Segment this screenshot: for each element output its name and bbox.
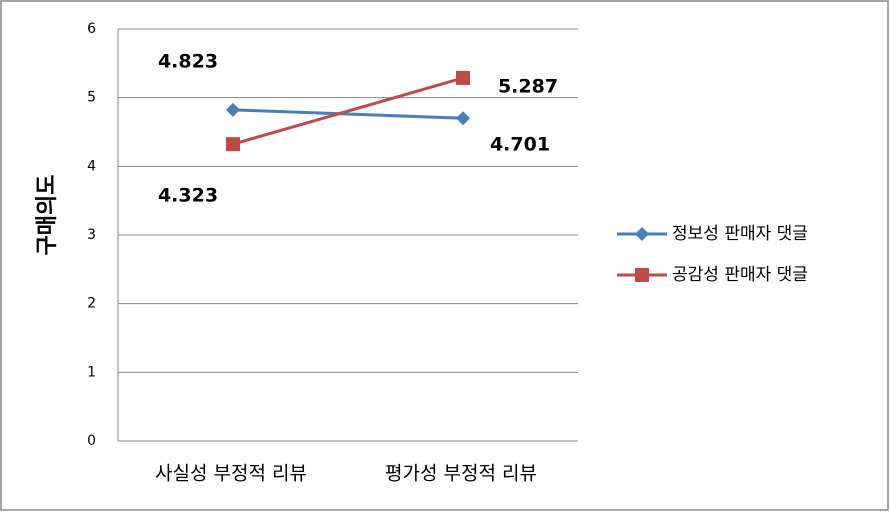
data-label: 4.701 (490, 134, 550, 156)
y-tick-label: 4 (87, 158, 96, 174)
marker (226, 102, 240, 117)
y-axis-label: 구매의도 (35, 175, 60, 256)
y-tick-label: 3 (87, 227, 96, 243)
x-tick-label: 평가성 부정적 리뷰 (385, 463, 537, 485)
y-tick-label: 6 (87, 21, 96, 37)
marker (635, 227, 649, 241)
y-tick-label: 0 (87, 433, 96, 449)
marker (456, 70, 470, 85)
series-line (232, 108, 464, 120)
series-line (232, 76, 464, 146)
marker (456, 111, 470, 126)
marker (635, 268, 649, 282)
y-tick-label: 1 (87, 364, 96, 380)
legend-label: 정보성 판매자 댓글 (672, 224, 808, 244)
x-tick-label: 사실성 부정적 리뷰 (155, 463, 307, 485)
marker (226, 137, 240, 152)
y-tick-label: 2 (87, 296, 96, 312)
data-label: 5.287 (498, 75, 558, 97)
data-label: 4.823 (158, 50, 218, 72)
y-tick-label: 5 (87, 90, 96, 106)
data-label: 4.323 (158, 185, 218, 207)
legend-label: 공감성 판매자 댓글 (672, 265, 808, 285)
